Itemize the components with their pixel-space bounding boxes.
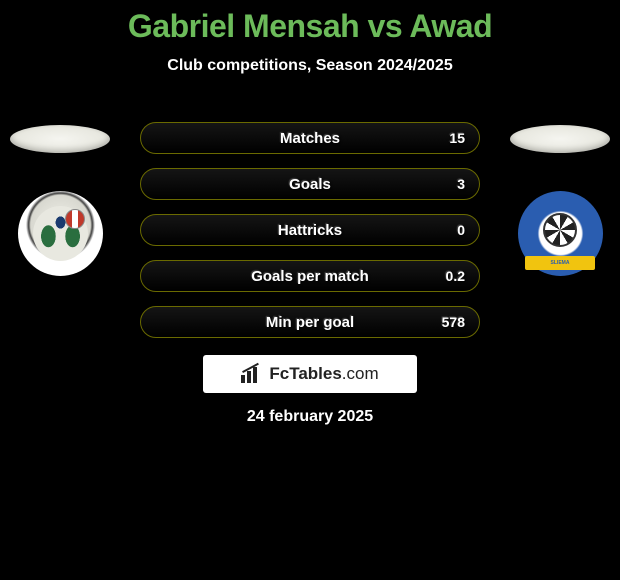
- player-left-column: [5, 125, 115, 276]
- subtitle: Club competitions, Season 2024/2025: [0, 57, 620, 75]
- stat-value: 15: [449, 130, 465, 146]
- player-left-silhouette: [10, 125, 110, 153]
- date-label: 24 february 2025: [0, 408, 620, 426]
- stat-label: Goals: [289, 176, 331, 193]
- club-badge-left: [18, 191, 103, 276]
- stat-value: 578: [442, 314, 465, 330]
- stat-row-min-per-goal: Min per goal 578: [140, 306, 480, 338]
- stat-row-hattricks: Hattricks 0: [140, 214, 480, 246]
- stat-row-matches: Matches 15: [140, 122, 480, 154]
- stat-row-goals-per-match: Goals per match 0.2: [140, 260, 480, 292]
- stat-row-goals: Goals 3: [140, 168, 480, 200]
- club-badge-right: SLIEMA: [518, 191, 603, 276]
- branding-text-light: .com: [342, 364, 379, 383]
- player-right-column: SLIEMA: [505, 125, 615, 276]
- stat-label: Matches: [280, 130, 340, 147]
- branding-badge: FcTables.com: [203, 355, 417, 393]
- stat-label: Min per goal: [266, 314, 354, 331]
- stat-value: 0.2: [446, 268, 465, 284]
- branding-text: FcTables.com: [269, 364, 378, 384]
- stat-value: 0: [457, 222, 465, 238]
- stat-value: 3: [457, 176, 465, 192]
- club-badge-right-banner: SLIEMA: [525, 256, 595, 270]
- branding-text-bold: FcTables: [269, 364, 341, 383]
- player-right-silhouette: [510, 125, 610, 153]
- stats-container: Matches 15 Goals 3 Hattricks 0 Goals per…: [140, 122, 480, 352]
- stat-label: Hattricks: [278, 222, 342, 239]
- stat-label: Goals per match: [251, 268, 369, 285]
- page-title: Gabriel Mensah vs Awad: [0, 0, 620, 45]
- fctables-chart-icon: [241, 365, 263, 383]
